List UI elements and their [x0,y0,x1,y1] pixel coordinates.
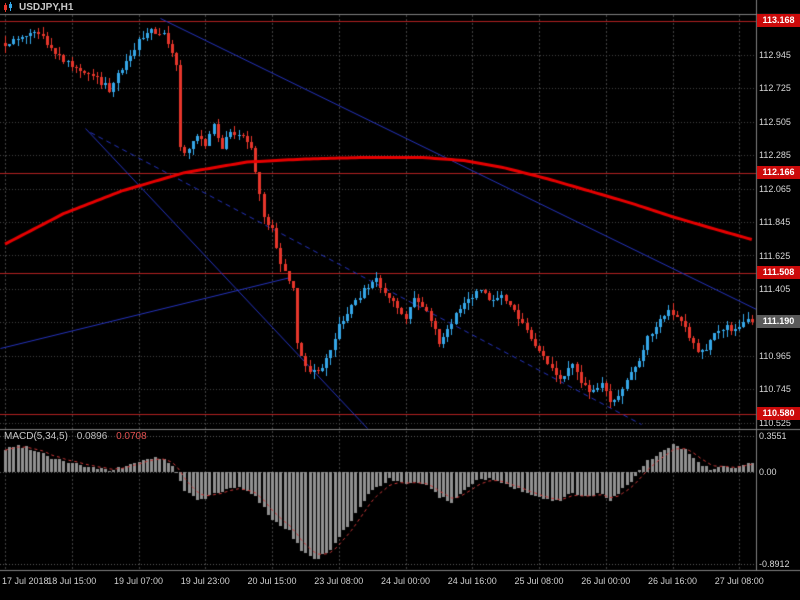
price-axis-label: 112.505 [759,116,791,127]
price-axis-label: 110.965 [759,350,791,361]
macd-axis-label: -0.8912 [759,558,790,569]
time-axis-label: 19 Jul 07:00 [113,576,164,586]
current-price-tag: 111.190 [757,314,800,328]
level-price-tag: 111.508 [757,266,800,280]
time-axis-label: 17 Jul 2018 [2,576,49,586]
time-axis-label: 27 Jul 08:00 [714,576,764,586]
symbol-label: USDJPY,H1 [4,2,73,13]
indicator-value-main: 0.0896 [76,431,108,442]
time-axis-label: 24 Jul 16:00 [447,576,497,586]
price-axis-label: 112.725 [759,83,791,94]
price-axis-label: 112.065 [759,183,791,194]
level-price-tag: 112.166 [757,166,800,180]
indicator-value-signal: 0.0708 [116,431,147,442]
price-axis-label: 111.625 [759,250,791,261]
time-axis-label: 23 Jul 08:00 [314,576,364,586]
macd-axis-label: 0.3551 [759,430,787,441]
price-axis-label: 112.945 [759,49,791,60]
level-price-tag: 110.580 [757,407,800,421]
time-axis-label: 25 Jul 08:00 [514,576,564,586]
price-axis-label: 111.405 [759,283,791,294]
time-axis-label: 20 Jul 15:00 [247,576,297,586]
time-axis-label: 26 Jul 00:00 [581,576,631,586]
price-axis-label: 112.285 [759,150,791,161]
time-axis-label: 18 Jul 15:00 [47,576,97,586]
price-axis-label: 110.745 [759,384,791,395]
time-axis-label: 24 Jul 00:00 [380,576,431,586]
indicator-name: MACD(5,34,5) [4,431,68,442]
price-axis-label: 110.525 [759,417,791,428]
symbol-text: USDJPY,H1 [19,2,74,13]
time-axis-label: 26 Jul 16:00 [647,576,698,586]
time-axis-label: 19 Jul 23:00 [180,576,230,586]
price-axis-label: 111.845 [759,217,791,228]
macd-axis-label: 0.00 [759,467,777,477]
level-price-tag: 113.168 [757,13,800,27]
candlestick-chart-icon [4,2,12,12]
indicator-label: MACD(5,34,5) 0.0896 0.0708 [4,431,147,442]
